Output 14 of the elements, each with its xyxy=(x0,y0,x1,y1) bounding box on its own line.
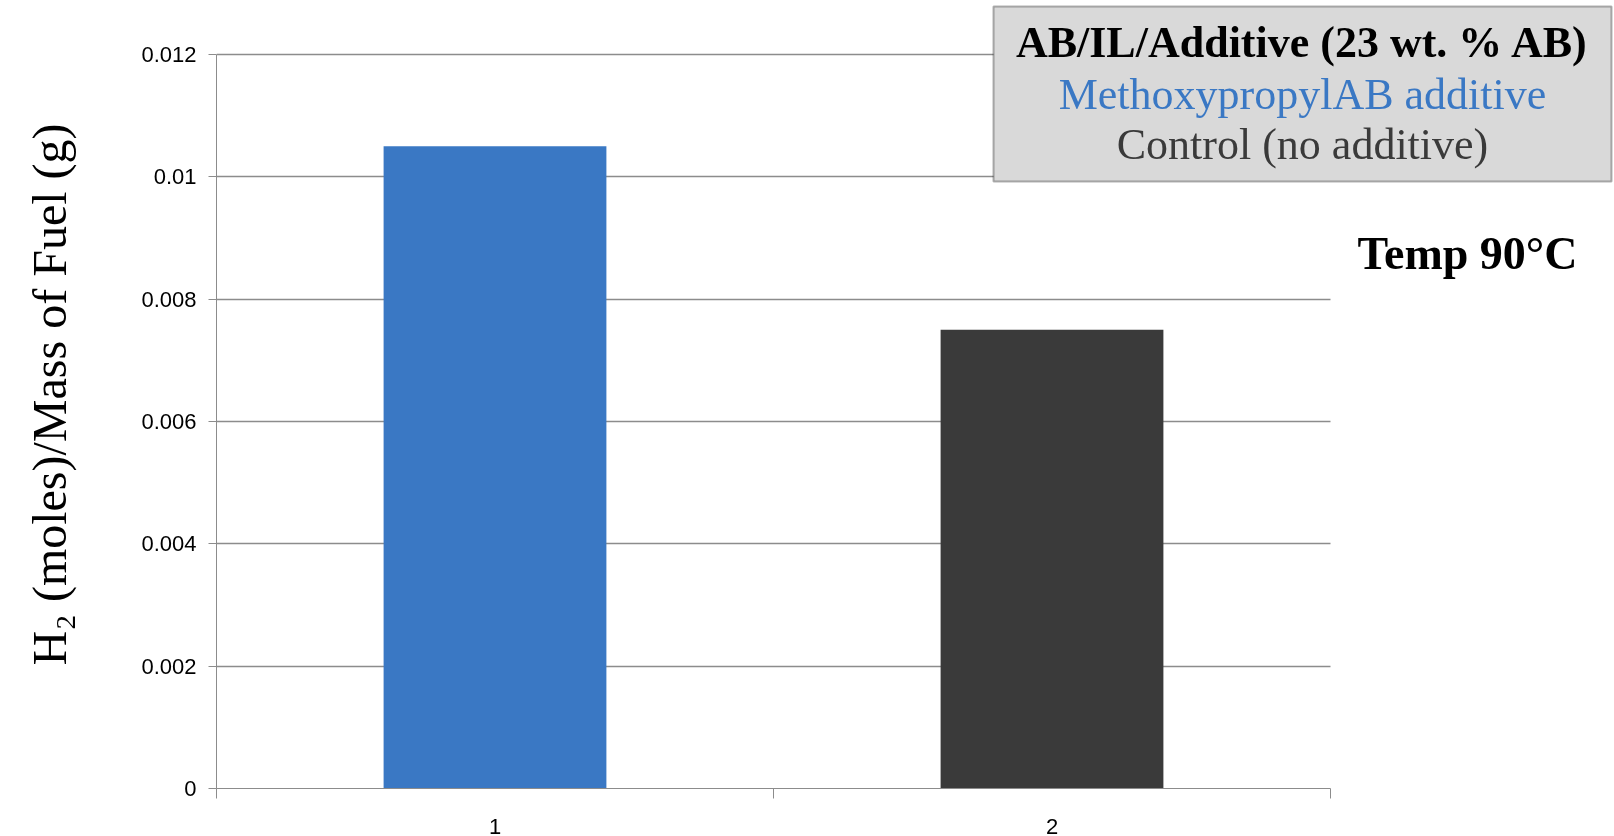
y-tick-label: 0.002 xyxy=(141,653,197,679)
text: MethoxypropylAB additive xyxy=(1058,70,1547,119)
y-axis-title: H₂ (moles)/Mass of Fuel (g) xyxy=(23,123,78,666)
text: Temp 90°C xyxy=(1357,228,1578,279)
text: Control (no additive) xyxy=(1116,120,1489,169)
y-tick-label: 0.01 xyxy=(153,164,197,190)
y-tick-label: 0.004 xyxy=(141,531,197,557)
legend-title: AB/IL/Additive (23 wt. % AB) xyxy=(1015,18,1587,67)
y-tick-label: 0 xyxy=(184,776,197,801)
y-tick-label: 0.012 xyxy=(141,41,197,67)
y-tick-label: 0.008 xyxy=(141,286,197,312)
x-tick-label: 1 xyxy=(488,813,502,836)
y-tick-label: 0.006 xyxy=(141,408,197,434)
x-tick-label: 2 xyxy=(1045,813,1059,836)
